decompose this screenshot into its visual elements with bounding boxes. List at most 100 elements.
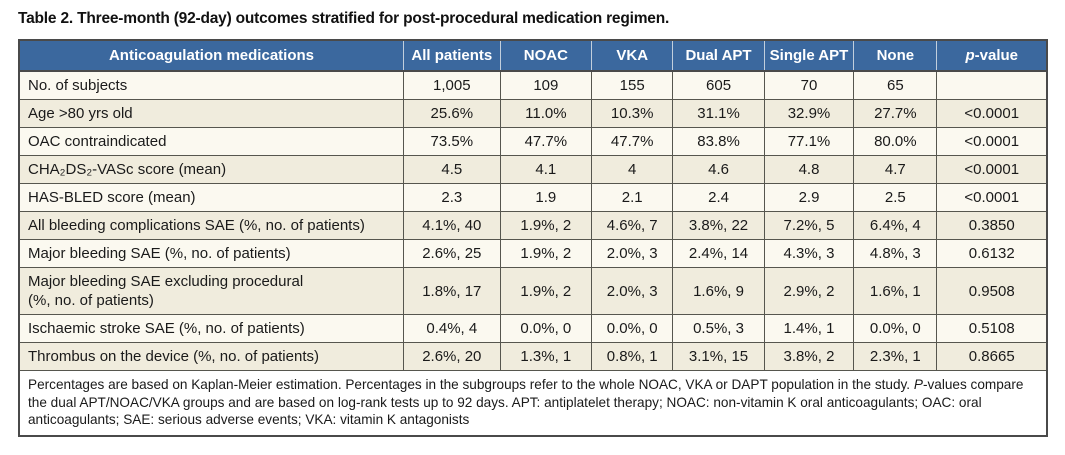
data-cell: <0.0001 xyxy=(936,127,1048,156)
data-cell: 83.8% xyxy=(672,127,765,156)
column-header-none: None xyxy=(853,40,937,72)
table-row: All bleeding complications SAE (%, no. o… xyxy=(18,211,1048,240)
data-cell: 0.5108 xyxy=(936,314,1048,343)
data-cell: 77.1% xyxy=(763,127,855,156)
data-cell: 1.6%, 9 xyxy=(672,267,765,315)
data-cell: 109 xyxy=(499,70,593,100)
data-cell: 4.5 xyxy=(402,155,501,184)
data-cell: 0.3850 xyxy=(936,211,1048,240)
row-label: No. of subjects xyxy=(18,70,404,100)
data-cell: 11.0% xyxy=(499,99,593,128)
column-header-single-apt: Single APT xyxy=(763,40,854,72)
data-cell: 2.0%, 3 xyxy=(591,239,674,268)
data-cell: 0.0%, 0 xyxy=(499,314,593,343)
data-cell: 25.6% xyxy=(402,99,501,128)
data-cell: 1.8%, 17 xyxy=(402,267,501,315)
data-cell: 3.1%, 15 xyxy=(672,342,765,371)
row-label: Major bleeding SAE (%, no. of patients) xyxy=(18,239,404,268)
data-cell: 2.4 xyxy=(672,183,765,212)
data-cell: 1.9 xyxy=(499,183,593,212)
data-cell: 2.0%, 3 xyxy=(591,267,674,315)
data-cell: 2.9 xyxy=(763,183,855,212)
column-header-dual-apt: Dual APT xyxy=(672,40,765,72)
data-cell: 4.1%, 40 xyxy=(402,211,501,240)
row-label: HAS-BLED score (mean) xyxy=(18,183,404,212)
row-label: OAC contraindicated xyxy=(18,127,404,156)
row-label: Thrombus on the device (%, no. of patien… xyxy=(18,342,404,371)
data-cell: 0.8%, 1 xyxy=(591,342,674,371)
data-cell: 2.9%, 2 xyxy=(763,267,855,315)
data-cell: 1.4%, 1 xyxy=(763,314,855,343)
data-cell: <0.0001 xyxy=(936,99,1048,128)
data-cell: <0.0001 xyxy=(936,155,1048,184)
row-label: CHA₂DS₂-VASc score (mean) xyxy=(18,155,404,184)
data-cell: 4.1 xyxy=(499,155,593,184)
table-row: OAC contraindicated 73.5% 47.7% 47.7% 83.8% 7… xyxy=(18,127,1048,156)
data-cell: 2.6%, 20 xyxy=(402,342,501,371)
data-cell: 32.9% xyxy=(763,99,855,128)
footnote-text: Percentages are based on Kaplan-Meier es… xyxy=(19,370,1047,436)
outcomes-table: Anticoagulation medications All patients N… xyxy=(18,39,1048,437)
data-cell: 0.6132 xyxy=(936,239,1048,268)
data-cell: 1.3%, 1 xyxy=(499,342,593,371)
data-cell: <0.0001 xyxy=(936,183,1048,212)
column-header-noac: NOAC xyxy=(499,40,592,72)
row-label: Major bleeding SAE excluding procedural … xyxy=(18,267,404,315)
data-cell: 80.0% xyxy=(853,127,938,156)
data-cell: 1.9%, 2 xyxy=(499,239,593,268)
data-cell: 3.8%, 2 xyxy=(763,342,855,371)
footnote-segment: Percentages are based on Kaplan-Meier es… xyxy=(28,377,914,392)
table-row: Major bleeding SAE (%, no. of patients) 2… xyxy=(18,239,1048,268)
data-cell: 2.1 xyxy=(591,183,674,212)
table-body: No. of subjects 1,005 109 155 605 70 65 Age >80… xyxy=(18,70,1048,371)
data-cell: 2.3%, 1 xyxy=(853,342,938,371)
footnote-row: Percentages are based on Kaplan-Meier es… xyxy=(19,370,1047,436)
data-cell: 2.6%, 25 xyxy=(402,239,501,268)
data-cell: 4.8 xyxy=(763,155,855,184)
data-cell: 4.7 xyxy=(853,155,938,184)
table-row: Thrombus on the device (%, no. of patien… xyxy=(18,342,1048,371)
data-cell: 4.6%, 7 xyxy=(591,211,674,240)
data-cell: 0.8665 xyxy=(936,342,1048,371)
data-cell: 3.8%, 22 xyxy=(672,211,765,240)
table-header: Anticoagulation medications All patients N… xyxy=(19,40,1047,72)
data-cell: 155 xyxy=(591,70,674,100)
data-cell xyxy=(936,70,1048,100)
data-cell: 4.8%, 3 xyxy=(853,239,938,268)
data-cell: 2.4%, 14 xyxy=(672,239,765,268)
data-cell: 1.9%, 2 xyxy=(499,211,593,240)
row-label: Age >80 yrs old xyxy=(18,99,404,128)
data-cell: 6.4%, 4 xyxy=(853,211,938,240)
data-cell: 10.3% xyxy=(591,99,674,128)
footnote-italic-segment: P xyxy=(913,377,923,392)
data-cell: 4.3%, 3 xyxy=(763,239,855,268)
data-cell: 0.0%, 0 xyxy=(591,314,674,343)
data-cell: 73.5% xyxy=(402,127,501,156)
table-row: Major bleeding SAE excluding procedural … xyxy=(18,267,1048,315)
column-header-anticoagulation-medications: Anticoagulation medications xyxy=(19,40,404,72)
data-cell: 1.6%, 1 xyxy=(853,267,938,315)
table-row: No. of subjects 1,005 109 155 605 70 65 xyxy=(18,70,1048,100)
data-cell: 2.3 xyxy=(402,183,501,212)
data-cell: 1.9%, 2 xyxy=(499,267,593,315)
table-footer: Percentages are based on Kaplan-Meier es… xyxy=(19,370,1047,436)
data-cell: 65 xyxy=(853,70,938,100)
data-cell: 1,005 xyxy=(402,70,501,100)
data-cell: 4.6 xyxy=(672,155,765,184)
table-row: HAS-BLED score (mean) 2.3 1.9 2.1 2.4 2.9 2.5 <… xyxy=(18,183,1048,212)
data-cell: 70 xyxy=(763,70,855,100)
data-cell: 27.7% xyxy=(853,99,938,128)
footnote-segment: -values compare the dual APT/NOAC/VKA gr… xyxy=(28,377,1024,427)
table-row: CHA₂DS₂-VASc score (mean) 4.5 4.1 4 4.6 4.8 4.… xyxy=(18,155,1048,184)
data-cell: 47.7% xyxy=(499,127,593,156)
data-cell: 2.5 xyxy=(853,183,938,212)
row-label: Ischaemic stroke SAE (%, no. of patients… xyxy=(18,314,404,343)
column-header-vka: VKA xyxy=(591,40,673,72)
data-cell: 4 xyxy=(591,155,674,184)
data-cell: 0.5%, 3 xyxy=(672,314,765,343)
data-cell: 7.2%, 5 xyxy=(763,211,855,240)
table-row: Ischaemic stroke SAE (%, no. of patients… xyxy=(18,314,1048,343)
header-row: Anticoagulation medications All patients N… xyxy=(19,40,1047,72)
column-header-all-patients: All patients xyxy=(402,40,501,72)
